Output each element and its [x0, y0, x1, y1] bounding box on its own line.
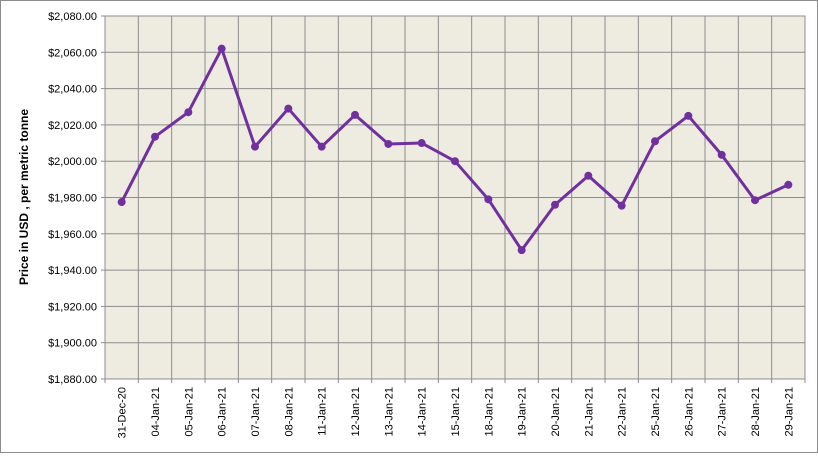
y-tick-label: $1,960.00: [48, 229, 97, 241]
x-tick-label: 05-Jan-21: [183, 387, 195, 437]
x-tick-label: 13-Jan-21: [383, 387, 395, 437]
x-tick-label: 19-Jan-21: [517, 387, 529, 437]
x-tick-label: 29-Jan-21: [783, 387, 795, 437]
y-axis-ticks: $1,880.00 $1,900.00 $1,920.00 $1,940.00 $1,9…: [48, 11, 97, 386]
y-tick-label: $2,060.00: [48, 47, 97, 59]
data-point: [384, 139, 393, 148]
y-tick-label: $1,900.00: [48, 338, 97, 350]
data-point: [517, 246, 526, 255]
y-tick-label: $2,000.00: [48, 156, 97, 168]
x-axis-ticks: 31-Dec-20 04-Jan-21 05-Jan-21 06-Jan-21 07-J…: [117, 387, 796, 438]
data-point: [184, 108, 193, 117]
data-point: [251, 142, 259, 151]
x-tick-label: 08-Jan-21: [283, 387, 295, 437]
data-point: [551, 200, 559, 209]
x-tick-label: 06-Jan-21: [217, 387, 229, 437]
x-tick-label: 04-Jan-21: [150, 387, 162, 437]
x-tick-label: 31-Dec-20: [117, 387, 129, 438]
x-tick-label: 21-Jan-21: [583, 387, 595, 437]
data-point: [584, 171, 593, 180]
x-tick-label: 27-Jan-21: [717, 387, 729, 437]
data-point: [684, 111, 693, 120]
y-tick-label: $2,080.00: [48, 11, 97, 23]
data-point: [417, 139, 426, 148]
x-tick-label: 26-Jan-21: [683, 387, 695, 437]
x-tick-label: 12-Jan-21: [350, 387, 362, 437]
x-tick-label: 18-Jan-21: [483, 387, 495, 437]
x-tick-label: 07-Jan-21: [250, 387, 262, 437]
x-tick-label: 15-Jan-21: [450, 387, 462, 437]
data-point: [217, 44, 226, 53]
y-tick-label: $2,040.00: [48, 84, 97, 96]
data-point: [651, 137, 659, 146]
data-point: [117, 198, 126, 207]
x-tick-label: 11-Jan-21: [317, 387, 329, 436]
x-tick-label: 25-Jan-21: [650, 387, 662, 437]
data-point: [151, 132, 159, 141]
x-tick-label: 14-Jan-21: [417, 387, 429, 437]
data-point: [317, 142, 326, 151]
y-tick-label: $1,940.00: [48, 265, 97, 277]
data-point: [617, 201, 626, 210]
data-point: [784, 180, 793, 189]
data-point: [717, 150, 726, 159]
y-axis-title: Price in USD , per metric tonne: [17, 109, 31, 285]
data-point: [751, 196, 759, 205]
y-tick-label: $1,980.00: [48, 193, 97, 205]
data-point: [451, 157, 459, 166]
y-tick-label: $2,020.00: [48, 120, 97, 132]
series-points-group: [117, 44, 793, 255]
x-tick-label: 22-Jan-21: [617, 387, 629, 437]
x-tick-label: 20-Jan-21: [550, 387, 562, 437]
data-point: [484, 195, 493, 204]
y-tick-label: $1,920.00: [48, 301, 97, 313]
data-point: [351, 110, 359, 119]
data-point: [284, 104, 293, 113]
x-tick-label: 28-Jan-21: [750, 387, 762, 437]
y-tick-label: $1,880.00: [48, 374, 97, 386]
